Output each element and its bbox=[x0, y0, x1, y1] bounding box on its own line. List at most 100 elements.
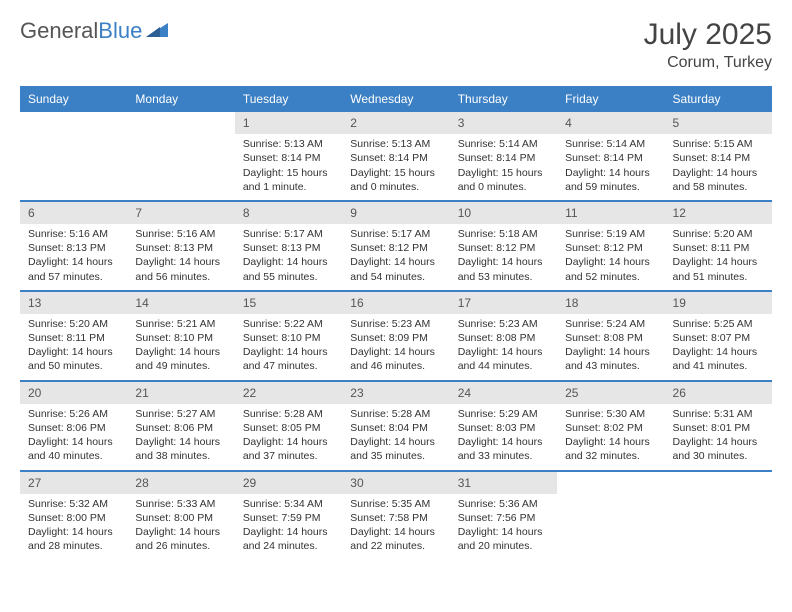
sunrise-line: Sunrise: 5:32 AM bbox=[28, 497, 119, 511]
day-content: Sunrise: 5:16 AMSunset: 8:13 PMDaylight:… bbox=[20, 224, 127, 290]
calendar-day-cell: 13Sunrise: 5:20 AMSunset: 8:11 PMDayligh… bbox=[20, 291, 127, 381]
sunset-line: Sunset: 8:04 PM bbox=[350, 421, 441, 435]
day-content: Sunrise: 5:28 AMSunset: 8:05 PMDaylight:… bbox=[235, 404, 342, 470]
day-number: 11 bbox=[557, 202, 664, 224]
calendar-day-cell: 11Sunrise: 5:19 AMSunset: 8:12 PMDayligh… bbox=[557, 201, 664, 291]
sunset-line: Sunset: 8:14 PM bbox=[243, 151, 334, 165]
calendar-header-row: SundayMondayTuesdayWednesdayThursdayFrid… bbox=[20, 86, 772, 112]
daylight-line: Daylight: 14 hours and 30 minutes. bbox=[673, 435, 764, 463]
calendar-day-cell: 21Sunrise: 5:27 AMSunset: 8:06 PMDayligh… bbox=[127, 381, 234, 471]
calendar-day-cell: 4Sunrise: 5:14 AMSunset: 8:14 PMDaylight… bbox=[557, 112, 664, 201]
daylight-line: Daylight: 14 hours and 54 minutes. bbox=[350, 255, 441, 283]
logo-text: GeneralBlue bbox=[20, 18, 142, 44]
day-number: 24 bbox=[450, 382, 557, 404]
day-number: 29 bbox=[235, 472, 342, 494]
title-block: July 2025 Corum, Turkey bbox=[644, 18, 772, 72]
daylight-line: Daylight: 14 hours and 50 minutes. bbox=[28, 345, 119, 373]
daylight-line: Daylight: 14 hours and 49 minutes. bbox=[135, 345, 226, 373]
day-number: 7 bbox=[127, 202, 234, 224]
day-content: Sunrise: 5:24 AMSunset: 8:08 PMDaylight:… bbox=[557, 314, 664, 380]
sunset-line: Sunset: 8:08 PM bbox=[458, 331, 549, 345]
day-header: Thursday bbox=[450, 86, 557, 112]
day-number: 14 bbox=[127, 292, 234, 314]
calendar-day-cell: 27Sunrise: 5:32 AMSunset: 8:00 PMDayligh… bbox=[20, 471, 127, 560]
day-content: Sunrise: 5:33 AMSunset: 8:00 PMDaylight:… bbox=[127, 494, 234, 560]
day-number: 6 bbox=[20, 202, 127, 224]
sunset-line: Sunset: 8:03 PM bbox=[458, 421, 549, 435]
sunset-line: Sunset: 8:14 PM bbox=[458, 151, 549, 165]
daylight-line: Daylight: 14 hours and 35 minutes. bbox=[350, 435, 441, 463]
calendar-day-cell: 22Sunrise: 5:28 AMSunset: 8:05 PMDayligh… bbox=[235, 381, 342, 471]
sunrise-line: Sunrise: 5:36 AM bbox=[458, 497, 549, 511]
sunrise-line: Sunrise: 5:13 AM bbox=[243, 137, 334, 151]
logo-triangle-icon bbox=[146, 21, 168, 42]
sunset-line: Sunset: 8:01 PM bbox=[673, 421, 764, 435]
day-header: Saturday bbox=[665, 86, 772, 112]
sunrise-line: Sunrise: 5:26 AM bbox=[28, 407, 119, 421]
sunrise-line: Sunrise: 5:20 AM bbox=[673, 227, 764, 241]
sunrise-line: Sunrise: 5:14 AM bbox=[565, 137, 656, 151]
calendar-day-cell: 2Sunrise: 5:13 AMSunset: 8:14 PMDaylight… bbox=[342, 112, 449, 201]
day-content: Sunrise: 5:23 AMSunset: 8:08 PMDaylight:… bbox=[450, 314, 557, 380]
calendar-body: 1Sunrise: 5:13 AMSunset: 8:14 PMDaylight… bbox=[20, 112, 772, 559]
day-content: Sunrise: 5:21 AMSunset: 8:10 PMDaylight:… bbox=[127, 314, 234, 380]
daylight-line: Daylight: 14 hours and 20 minutes. bbox=[458, 525, 549, 553]
day-content: Sunrise: 5:29 AMSunset: 8:03 PMDaylight:… bbox=[450, 404, 557, 470]
daylight-line: Daylight: 14 hours and 40 minutes. bbox=[28, 435, 119, 463]
sunrise-line: Sunrise: 5:31 AM bbox=[673, 407, 764, 421]
day-header: Monday bbox=[127, 86, 234, 112]
sunrise-line: Sunrise: 5:23 AM bbox=[350, 317, 441, 331]
day-number: 8 bbox=[235, 202, 342, 224]
sunset-line: Sunset: 8:11 PM bbox=[673, 241, 764, 255]
calendar-day-cell: 1Sunrise: 5:13 AMSunset: 8:14 PMDaylight… bbox=[235, 112, 342, 201]
day-number: 10 bbox=[450, 202, 557, 224]
daylight-line: Daylight: 15 hours and 1 minute. bbox=[243, 166, 334, 194]
sunset-line: Sunset: 8:14 PM bbox=[673, 151, 764, 165]
sunrise-line: Sunrise: 5:33 AM bbox=[135, 497, 226, 511]
month-title: July 2025 bbox=[644, 18, 772, 52]
sunrise-line: Sunrise: 5:15 AM bbox=[673, 137, 764, 151]
sunrise-line: Sunrise: 5:19 AM bbox=[565, 227, 656, 241]
daylight-line: Daylight: 14 hours and 46 minutes. bbox=[350, 345, 441, 373]
day-content: Sunrise: 5:28 AMSunset: 8:04 PMDaylight:… bbox=[342, 404, 449, 470]
sunset-line: Sunset: 8:07 PM bbox=[673, 331, 764, 345]
day-number: 4 bbox=[557, 112, 664, 134]
day-number: 31 bbox=[450, 472, 557, 494]
day-number: 16 bbox=[342, 292, 449, 314]
day-number: 30 bbox=[342, 472, 449, 494]
sunset-line: Sunset: 8:12 PM bbox=[565, 241, 656, 255]
daylight-line: Daylight: 14 hours and 55 minutes. bbox=[243, 255, 334, 283]
calendar-day-cell: 7Sunrise: 5:16 AMSunset: 8:13 PMDaylight… bbox=[127, 201, 234, 291]
daylight-line: Daylight: 14 hours and 33 minutes. bbox=[458, 435, 549, 463]
day-content: Sunrise: 5:36 AMSunset: 7:56 PMDaylight:… bbox=[450, 494, 557, 560]
calendar-day-cell bbox=[557, 471, 664, 560]
calendar-day-cell: 28Sunrise: 5:33 AMSunset: 8:00 PMDayligh… bbox=[127, 471, 234, 560]
calendar-day-cell: 30Sunrise: 5:35 AMSunset: 7:58 PMDayligh… bbox=[342, 471, 449, 560]
day-content: Sunrise: 5:27 AMSunset: 8:06 PMDaylight:… bbox=[127, 404, 234, 470]
sunrise-line: Sunrise: 5:28 AM bbox=[243, 407, 334, 421]
day-number: 13 bbox=[20, 292, 127, 314]
day-content: Sunrise: 5:32 AMSunset: 8:00 PMDaylight:… bbox=[20, 494, 127, 560]
calendar-week-row: 1Sunrise: 5:13 AMSunset: 8:14 PMDaylight… bbox=[20, 112, 772, 201]
day-number: 12 bbox=[665, 202, 772, 224]
calendar-day-cell: 19Sunrise: 5:25 AMSunset: 8:07 PMDayligh… bbox=[665, 291, 772, 381]
day-number: 5 bbox=[665, 112, 772, 134]
sunset-line: Sunset: 8:12 PM bbox=[458, 241, 549, 255]
calendar-week-row: 13Sunrise: 5:20 AMSunset: 8:11 PMDayligh… bbox=[20, 291, 772, 381]
day-content: Sunrise: 5:14 AMSunset: 8:14 PMDaylight:… bbox=[450, 134, 557, 200]
sunset-line: Sunset: 8:10 PM bbox=[243, 331, 334, 345]
day-content: Sunrise: 5:25 AMSunset: 8:07 PMDaylight:… bbox=[665, 314, 772, 380]
sunrise-line: Sunrise: 5:22 AM bbox=[243, 317, 334, 331]
day-number: 26 bbox=[665, 382, 772, 404]
day-number: 18 bbox=[557, 292, 664, 314]
day-number: 23 bbox=[342, 382, 449, 404]
sunrise-line: Sunrise: 5:23 AM bbox=[458, 317, 549, 331]
day-content: Sunrise: 5:30 AMSunset: 8:02 PMDaylight:… bbox=[557, 404, 664, 470]
sunrise-line: Sunrise: 5:29 AM bbox=[458, 407, 549, 421]
logo-part1: General bbox=[20, 18, 98, 43]
calendar-day-cell bbox=[665, 471, 772, 560]
day-content: Sunrise: 5:23 AMSunset: 8:09 PMDaylight:… bbox=[342, 314, 449, 380]
day-content: Sunrise: 5:13 AMSunset: 8:14 PMDaylight:… bbox=[342, 134, 449, 200]
day-number: 27 bbox=[20, 472, 127, 494]
sunset-line: Sunset: 7:56 PM bbox=[458, 511, 549, 525]
